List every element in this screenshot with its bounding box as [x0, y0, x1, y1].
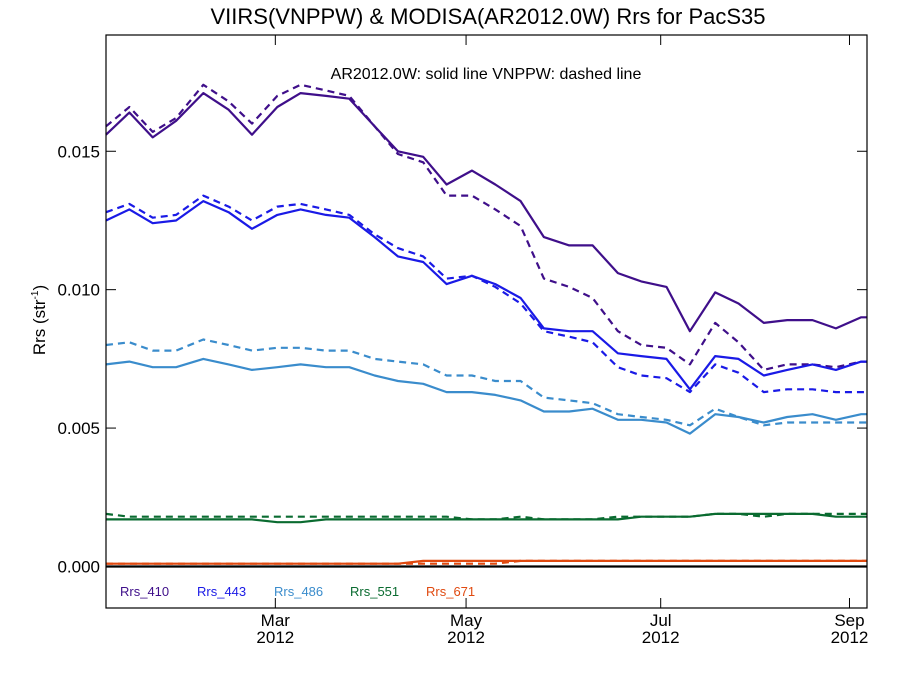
series-Rrs_551-dashed-line	[105, 512, 867, 521]
y-tick-label: 0.010	[57, 281, 100, 300]
y-tick-label: 0.015	[57, 142, 100, 161]
x-tick-label-year: 2012	[256, 628, 294, 647]
y-axis-label-superscript: -1	[30, 290, 41, 299]
series-Rrs_671-dashed-line	[106, 559, 867, 565]
x-tick-label-month: Sep	[834, 611, 864, 630]
x-tick-label-year: 2012	[642, 628, 680, 647]
y-axis-label-main: Rrs (str	[30, 299, 49, 355]
x-tick-label-year: 2012	[831, 628, 869, 647]
legend: Rrs_410 Rrs_443 Rrs_486 Rrs_551 Rrs_671	[120, 584, 475, 599]
series-Rrs_410-solid-line	[105, 91, 867, 333]
x-tick-label-month: Mar	[261, 611, 291, 630]
ticks-layer: 0.0000.0050.0100.015Mar2012May2012Jul201…	[57, 35, 868, 647]
y-axis-label: Rrs (str-1)	[30, 285, 49, 355]
series-Rrs_486-solid-line	[105, 357, 867, 435]
x-tick-label-month: Jul	[650, 611, 672, 630]
legend-entry-Rrs_551: Rrs_551	[350, 584, 399, 599]
legend-entry-Rrs_671: Rrs_671	[426, 584, 475, 599]
legend-entry-Rrs_410: Rrs_410	[120, 584, 169, 599]
y-axis-label-tail: )	[30, 285, 49, 291]
legend-entry-Rrs_486: Rrs_486	[274, 584, 323, 599]
series-Rrs_443-solid-line	[105, 200, 867, 391]
series-Rrs_486-dashed-line	[105, 338, 867, 427]
series-Rrs_410-dashed-line	[105, 83, 867, 371]
series-layer	[105, 83, 867, 565]
legend-entry-Rrs_443: Rrs_443	[197, 584, 246, 599]
line-style-annotation: AR2012.0W: solid line VNPPW: dashed line	[331, 66, 642, 83]
x-tick-label-year: 2012	[447, 628, 485, 647]
plot-frame	[105, 34, 868, 609]
y-tick-label: 0.000	[57, 557, 100, 576]
series-Rrs_443-dashed-line	[105, 194, 867, 394]
y-tick-label: 0.005	[57, 419, 100, 438]
x-tick-label-month: May	[450, 611, 483, 630]
chart-title: VIIRS(VNPPW) & MODISA(AR2012.0W) Rrs for…	[210, 4, 765, 29]
